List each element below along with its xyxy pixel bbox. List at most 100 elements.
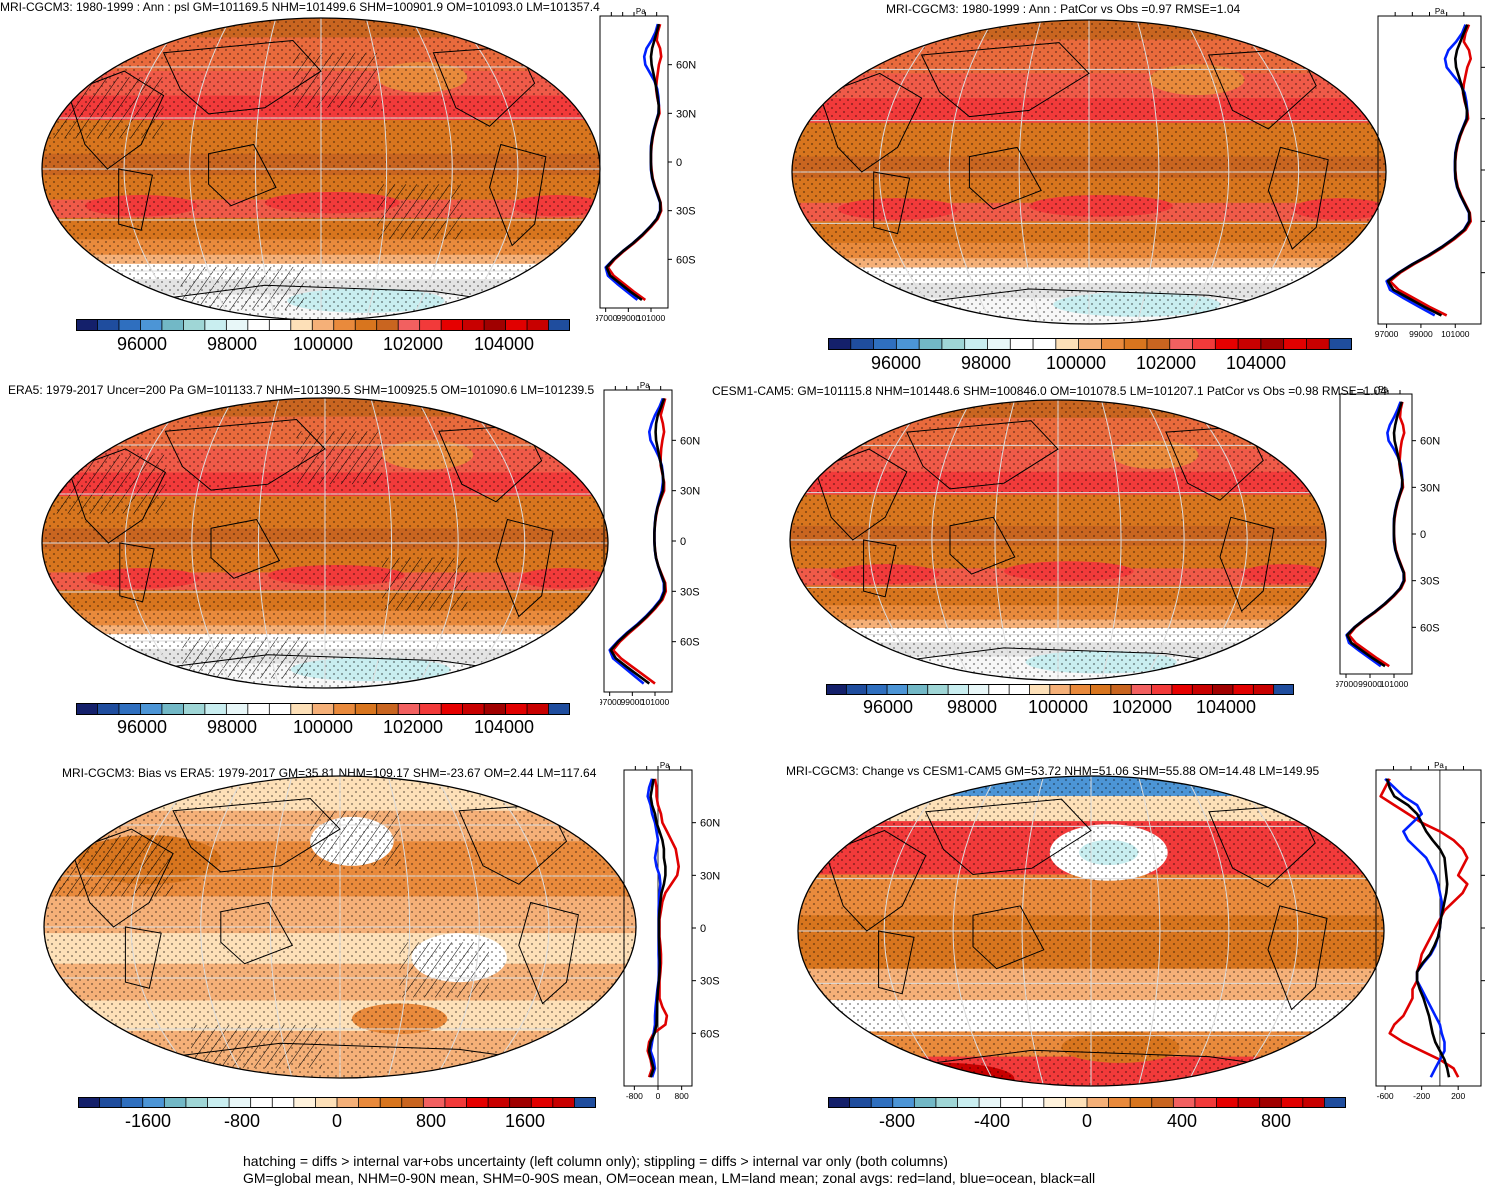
map-fill xyxy=(42,18,600,320)
zonal-ytick-label: 30N xyxy=(680,486,700,498)
map-outline xyxy=(41,397,609,689)
footer-note-hatching: hatching = diffs > internal var+obs unce… xyxy=(243,1153,948,1169)
colorbar-swatch xyxy=(1253,684,1275,695)
colorbar-label: 800 xyxy=(1260,1111,1292,1131)
map-coastline xyxy=(489,143,547,247)
colorbar-swatch xyxy=(1215,338,1239,350)
colorbar-swatch xyxy=(1169,338,1194,350)
map-coastline xyxy=(118,168,153,231)
colorbar-swatch xyxy=(907,684,929,695)
colorbar-swatch xyxy=(185,1097,208,1108)
zonal-xtick-label: -600 xyxy=(1377,1091,1394,1101)
colorbar-swatch xyxy=(1131,684,1153,695)
colorbar-label: 98000 xyxy=(206,334,258,354)
colorbar-swatch xyxy=(462,319,485,331)
colorbar-label: 96000 xyxy=(870,353,922,373)
map-plot xyxy=(43,775,637,1079)
colorbar-swatch xyxy=(1192,684,1214,695)
colorbar-label: 98000 xyxy=(206,717,258,737)
colorbar-swatch xyxy=(948,684,969,695)
map-graticule-lon xyxy=(435,776,480,1078)
colorbar-label: 98000 xyxy=(946,697,998,717)
map-graticule-lon xyxy=(1100,400,1122,680)
colorbar-swatch xyxy=(964,338,988,350)
map-coastline xyxy=(906,420,1059,490)
map-outline xyxy=(797,775,1385,1087)
map-coastline xyxy=(220,901,294,965)
map-coastline xyxy=(925,798,1092,876)
map-graticule-lon xyxy=(191,398,234,688)
colorbar-swatch xyxy=(1110,684,1132,695)
map-graticule-lon xyxy=(200,776,245,1078)
zonal-ytick-label: 0 xyxy=(1420,529,1426,541)
colorbar-swatch xyxy=(1259,1097,1282,1108)
colorbar-swatch xyxy=(505,319,528,331)
zonal-ytick-label: 30N xyxy=(676,108,696,120)
colorbar-swatch xyxy=(527,703,550,715)
map-coastline xyxy=(172,797,341,873)
colorbar-label: 102000 xyxy=(382,334,444,354)
map-plot xyxy=(41,397,609,689)
colorbar xyxy=(826,684,1294,695)
map-plot xyxy=(791,19,1387,325)
colorbar-swatch xyxy=(1151,1097,1174,1108)
colorbar-swatch xyxy=(1306,338,1330,350)
colorbar-swatch xyxy=(968,684,990,695)
zonal-line-land xyxy=(646,778,681,1078)
zonal-ytick-label: 30N xyxy=(700,870,720,882)
zonal-line-all xyxy=(647,778,667,1078)
colorbar-swatch xyxy=(846,684,868,695)
colorbar-swatch xyxy=(183,703,206,715)
colorbar-swatch xyxy=(574,1097,596,1108)
map-coastline xyxy=(863,539,897,598)
colorbar-label: 96000 xyxy=(116,717,168,737)
colorbar-swatch xyxy=(1087,1097,1110,1108)
colorbar-swatch xyxy=(183,319,206,331)
map-coastline xyxy=(1219,516,1275,612)
colorbar-swatch xyxy=(531,1097,554,1108)
colorbar-swatch xyxy=(204,319,227,331)
map-coastline xyxy=(208,143,277,207)
colorbar-label: 102000 xyxy=(1135,353,1197,373)
colorbar-label: 100000 xyxy=(1045,353,1107,373)
map-graticule-lon xyxy=(1187,400,1248,680)
zonal-xtick-label: 800 xyxy=(675,1091,689,1101)
colorbar-swatch xyxy=(850,338,875,350)
zonal-xtick-label: -800 xyxy=(626,1091,643,1101)
colorbar-swatch xyxy=(290,319,313,331)
colorbar-label: 100000 xyxy=(292,717,354,737)
map-graticule-lon xyxy=(387,776,411,1078)
colorbar-swatch xyxy=(76,319,98,331)
zonal-ytick-label: 60N xyxy=(676,60,696,72)
colorbar-swatch xyxy=(398,319,421,331)
map-hatching xyxy=(399,942,489,998)
map-coastline xyxy=(949,516,1016,575)
colorbar-swatch xyxy=(1130,1097,1153,1108)
zonal-unit-label: Pa xyxy=(660,761,670,770)
zonal-line-all xyxy=(1345,401,1406,668)
zonal-unit-label: Pa xyxy=(1378,385,1388,394)
colorbar-swatch xyxy=(441,319,464,331)
zonal-xtick-label: 99000 xyxy=(621,697,645,707)
map-hatching xyxy=(51,77,164,139)
map-coastline xyxy=(824,829,927,932)
colorbar-swatch xyxy=(401,1097,424,1108)
colorbar-swatch xyxy=(1043,1097,1066,1108)
colorbar-swatch xyxy=(828,338,852,350)
zonal-unit-label: Pa xyxy=(640,381,650,390)
colorbar-swatch xyxy=(979,1097,1002,1108)
zonal-mean-plot: Pa -600 -200 200 xyxy=(1375,761,1485,1101)
colorbar-swatch xyxy=(919,338,943,350)
zonal-frame xyxy=(1375,769,1482,1087)
colorbar-swatch xyxy=(892,1097,915,1108)
colorbar-swatch xyxy=(941,338,966,350)
zonal-xtick-label: 101000 xyxy=(1441,329,1470,339)
colorbar-swatch xyxy=(312,703,335,715)
map-graticule-lon xyxy=(123,18,186,320)
colorbar-swatch xyxy=(226,703,249,715)
colorbar-swatch xyxy=(548,319,570,331)
colorbar-swatch xyxy=(419,319,442,331)
map-graticule-lon xyxy=(1184,20,1230,324)
zonal-ytick-label: 0 xyxy=(680,536,686,548)
map-hatching xyxy=(310,810,400,866)
